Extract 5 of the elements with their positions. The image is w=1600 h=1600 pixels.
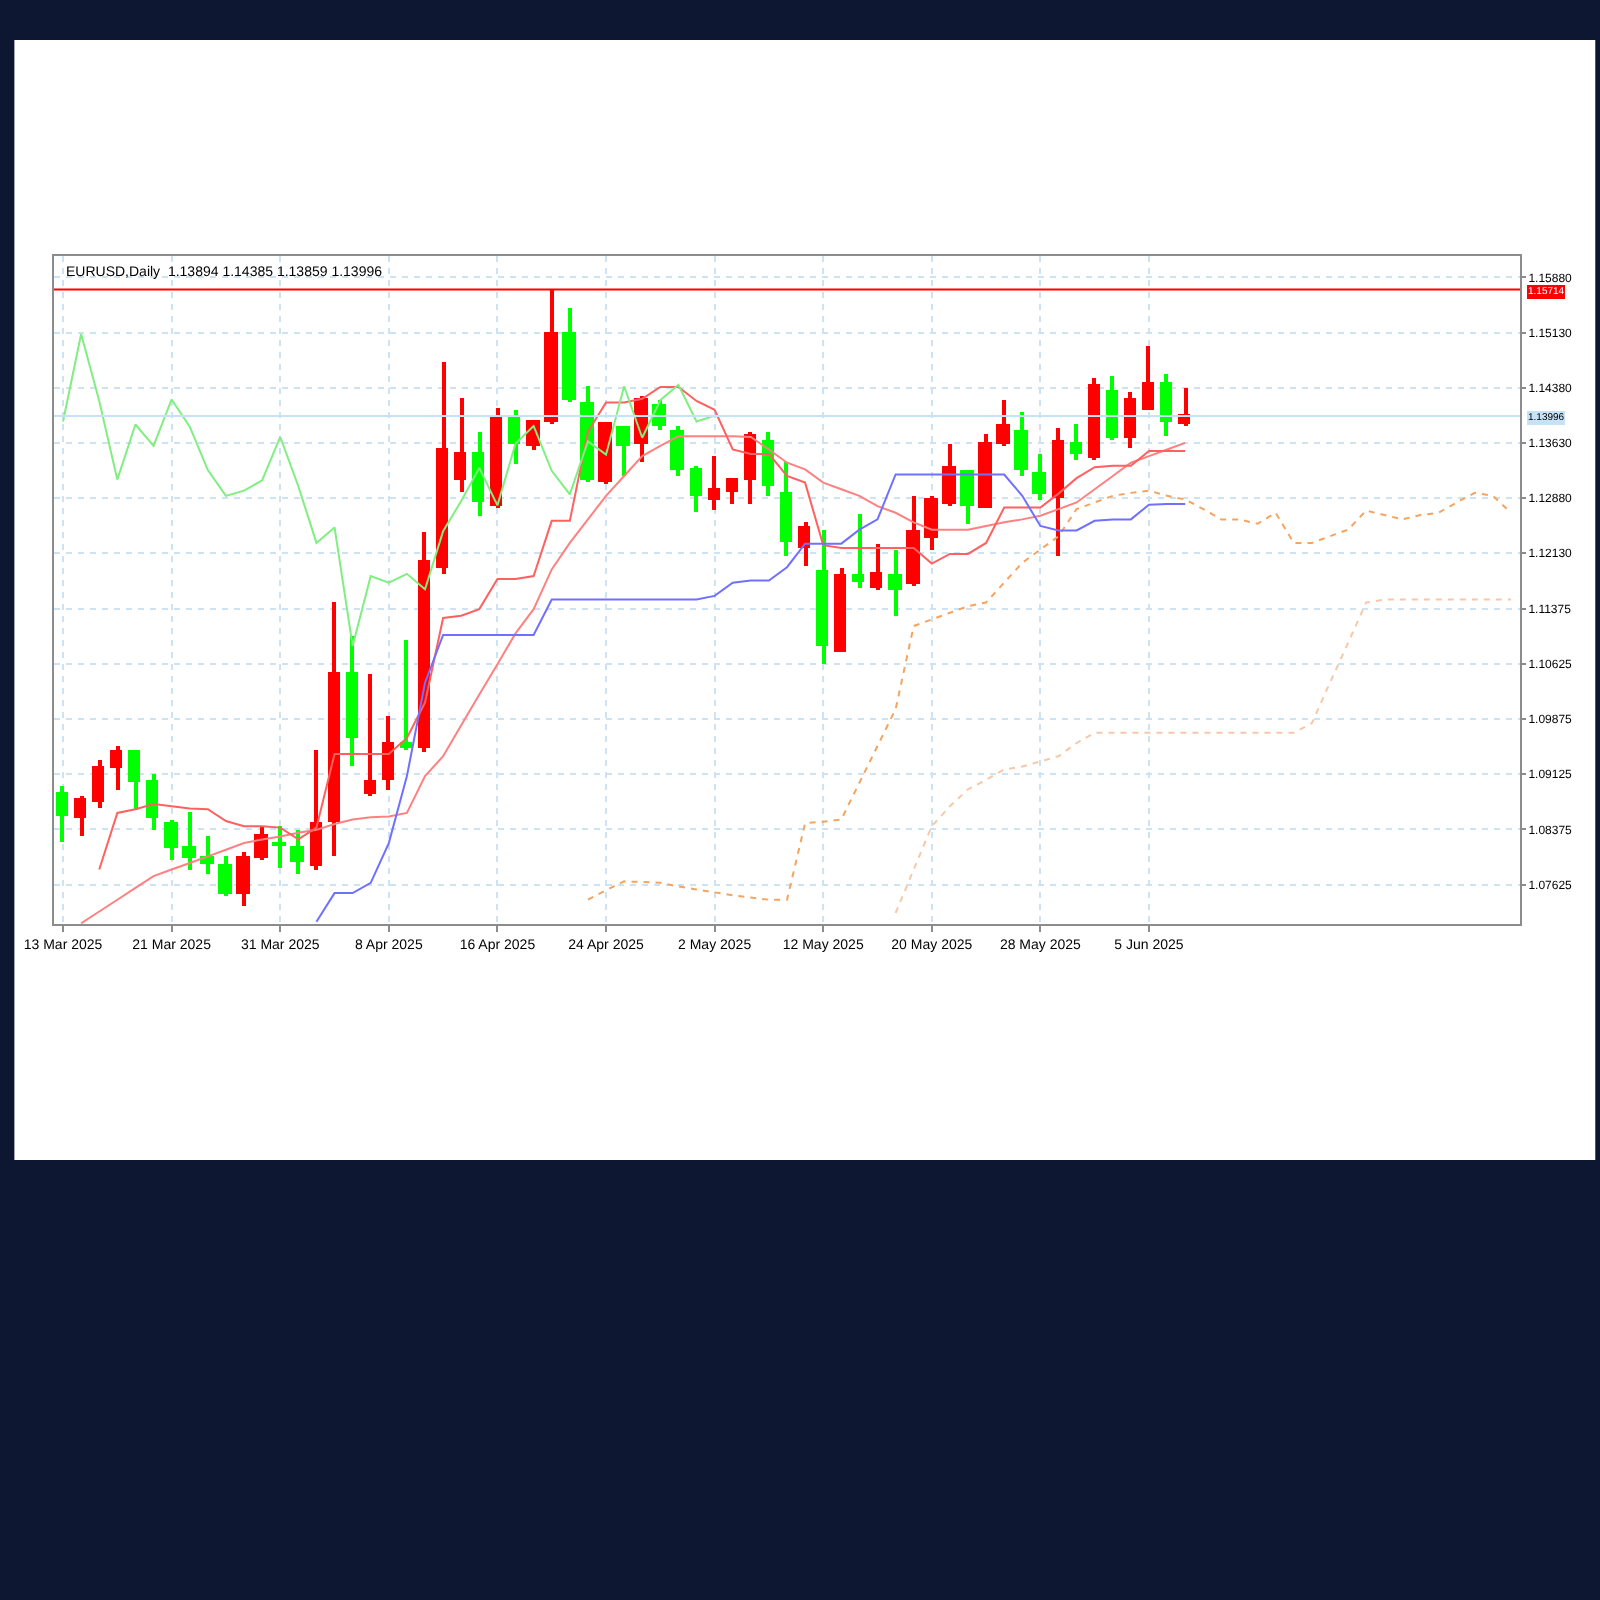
candlestick xyxy=(400,640,412,750)
line-series xyxy=(586,489,1512,901)
line-series xyxy=(62,332,716,647)
line-series xyxy=(894,598,1512,914)
line-series xyxy=(98,385,1187,871)
